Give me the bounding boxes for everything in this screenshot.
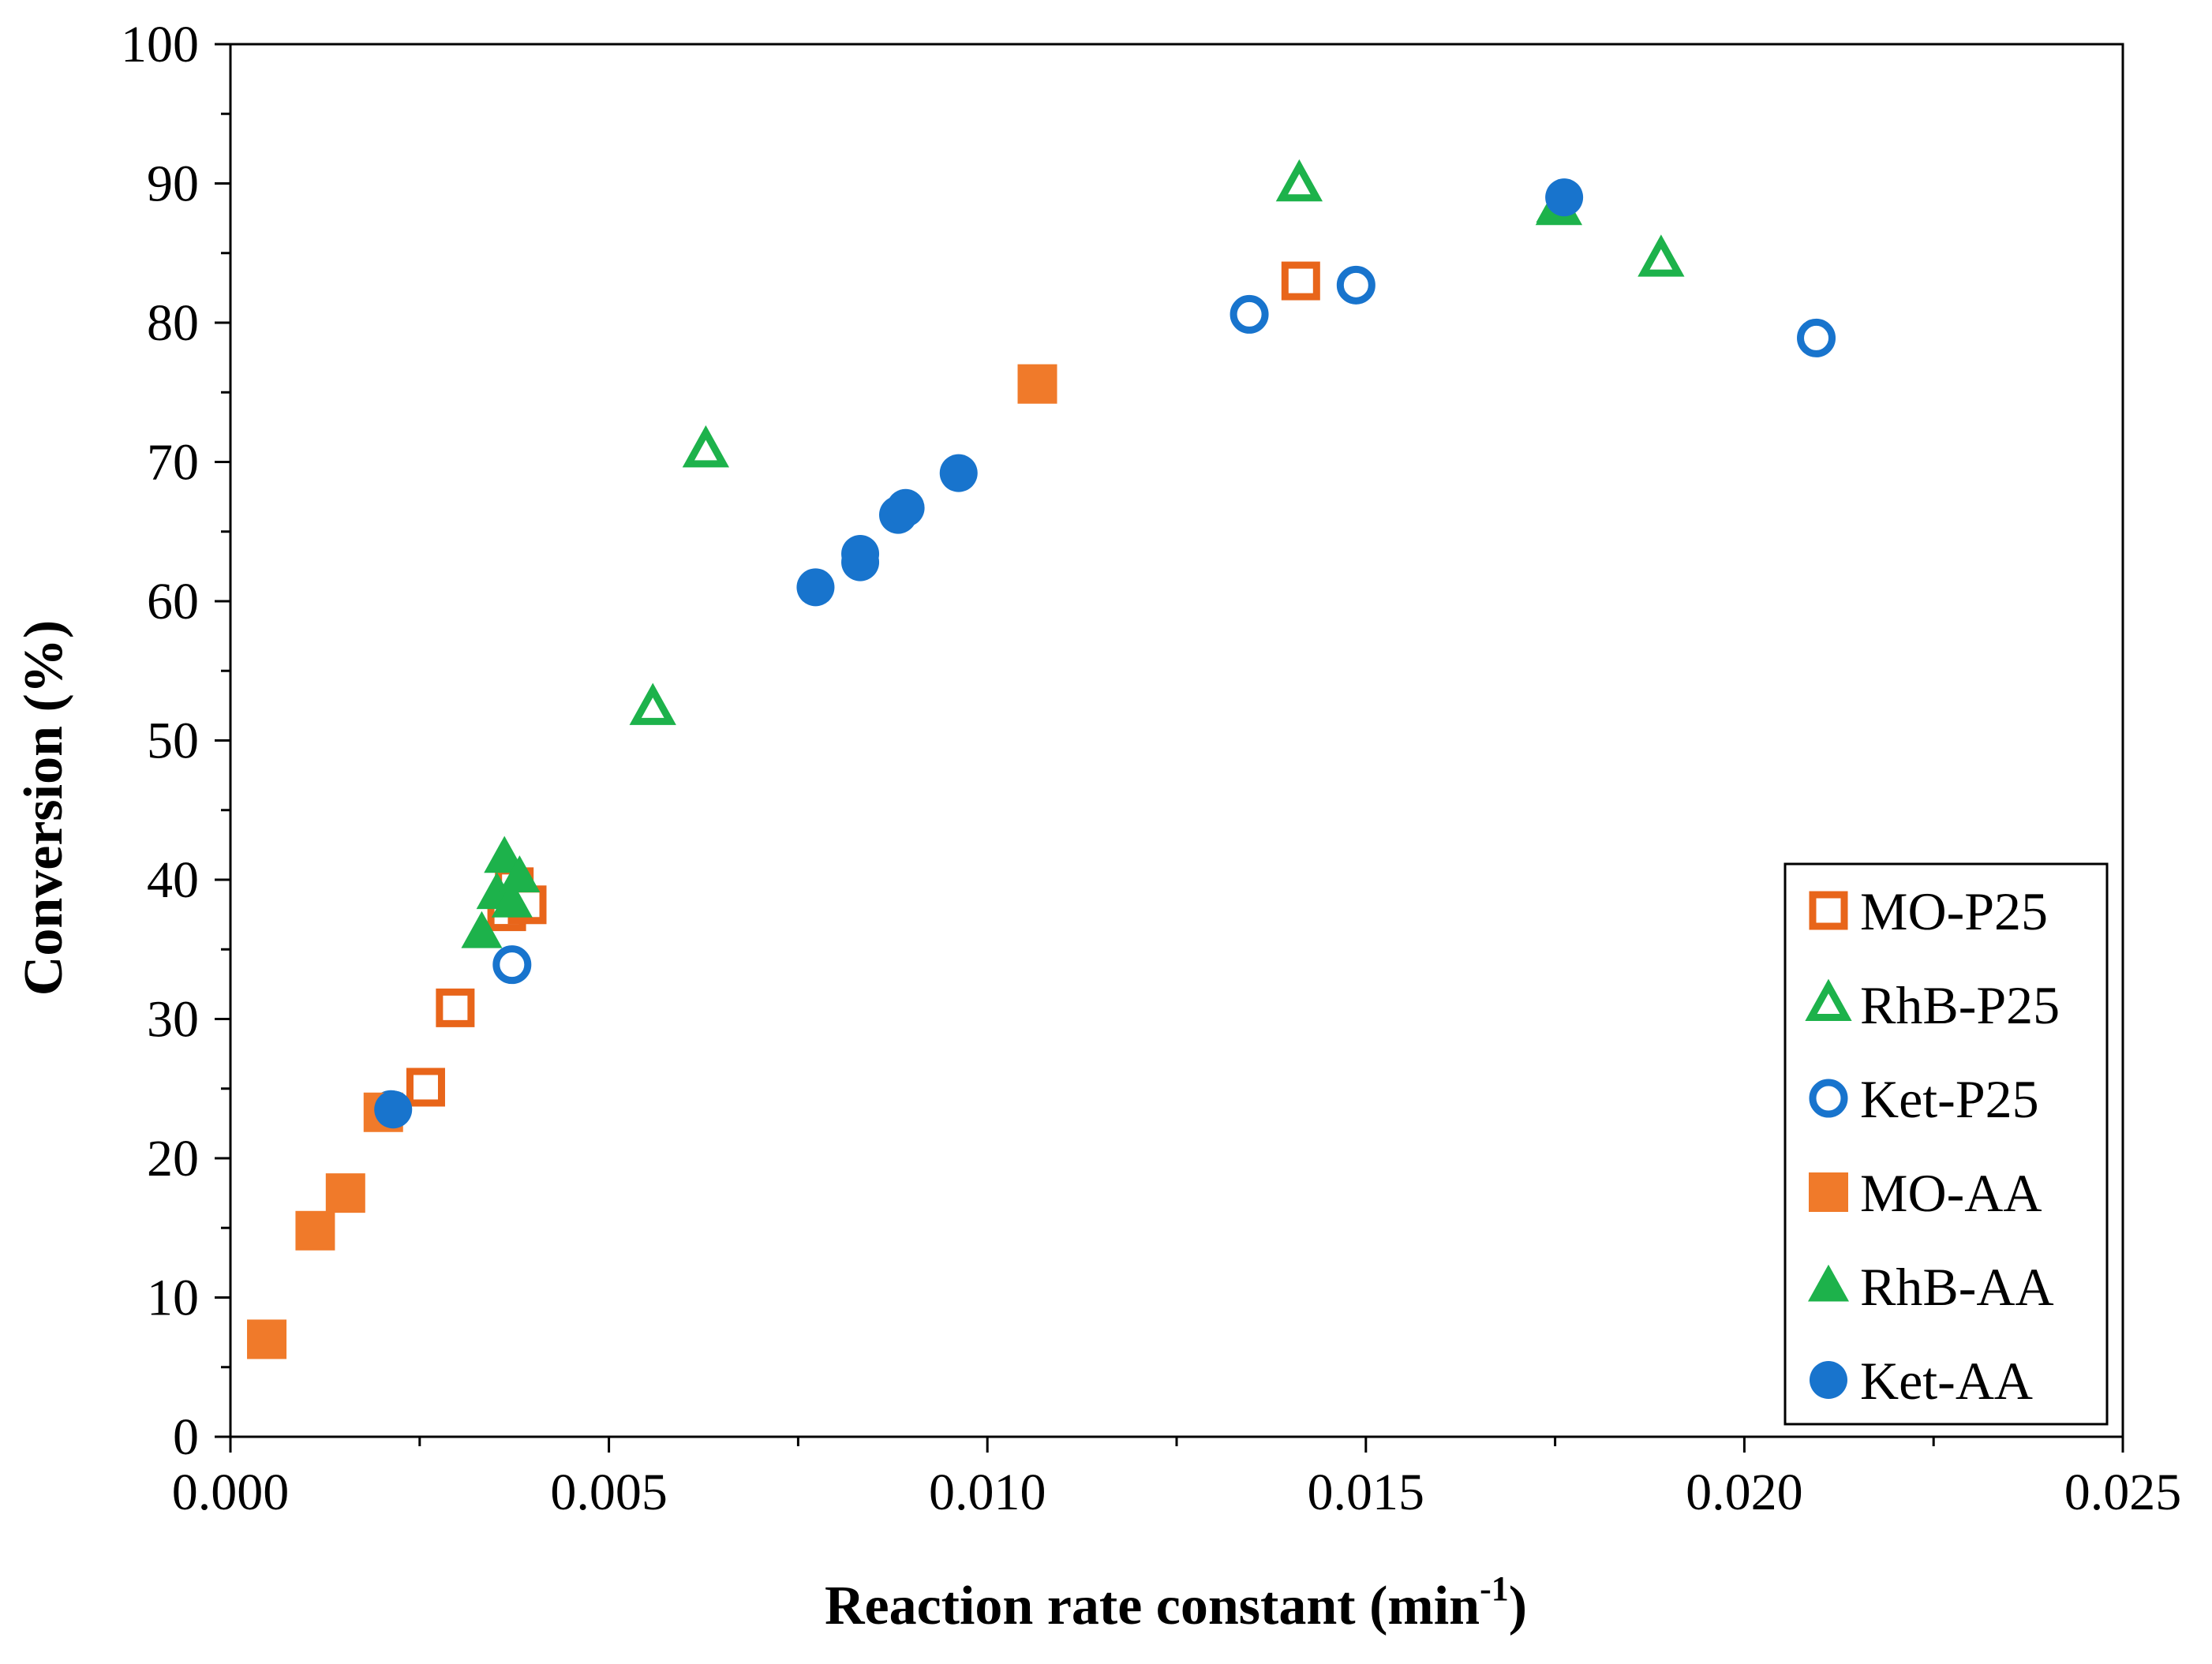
data-point-mo-aa	[325, 1173, 365, 1213]
data-point-rhb-aa	[484, 836, 526, 873]
legend-label: RhB-P25	[1860, 975, 2060, 1035]
y-axis-title: Conversion (%)	[13, 620, 74, 996]
data-point-mo-aa	[295, 1210, 335, 1251]
legend-item-rhb-p25: RhB-P25	[1805, 975, 2060, 1035]
legend-label: Ket-AA	[1860, 1351, 2033, 1411]
legend-label: MO-P25	[1860, 881, 2048, 941]
y-tick-label: 10	[147, 1270, 199, 1327]
x-tick-label: 0.005	[550, 1464, 668, 1521]
legend-marker-ket-aa	[1810, 1361, 1847, 1399]
data-point-rhb-p25	[1275, 159, 1323, 202]
legend-marker-rhb-p25	[1805, 978, 1852, 1021]
data-point-rhb-aa	[499, 855, 541, 892]
data-point-ket-aa	[1545, 178, 1584, 217]
y-tick-label: 80	[147, 294, 199, 352]
data-points	[247, 159, 1836, 1359]
y-tick-label: 70	[147, 434, 199, 492]
legend-label: MO-AA	[1860, 1163, 2042, 1223]
series-ket-aa	[374, 178, 1584, 1129]
x-axis-title: Reaction rate constant (min-1)	[825, 1569, 1527, 1636]
data-point-ket-p25	[1797, 318, 1836, 357]
legend-label: Ket-P25	[1860, 1069, 2039, 1129]
data-point-mo-p25	[406, 1068, 445, 1107]
legend-marker-rhb-aa	[1808, 1264, 1849, 1302]
legend-marker-mo-aa	[1809, 1172, 1848, 1212]
y-tick-label: 50	[147, 712, 199, 770]
legend-item-ket-aa: Ket-AA	[1810, 1351, 2033, 1411]
data-point-ket-aa	[886, 488, 925, 527]
x-tick-label: 0.025	[2064, 1464, 2182, 1521]
data-point-rhb-aa	[491, 880, 533, 918]
legend-label: RhB-AA	[1860, 1257, 2054, 1317]
data-point-mo-aa	[1017, 364, 1057, 404]
y-tick-label: 40	[147, 851, 199, 909]
y-tick-label: 30	[147, 991, 199, 1049]
x-tick-label: 0.000	[172, 1464, 290, 1521]
legend-marker-mo-p25	[1809, 891, 1848, 930]
data-point-mo-p25	[1281, 261, 1320, 301]
x-tick-label: 0.020	[1686, 1464, 1803, 1521]
data-point-ket-p25	[1336, 265, 1375, 305]
y-tick-label: 0	[173, 1408, 199, 1466]
data-point-rhb-p25	[629, 682, 676, 725]
legend-item-ket-p25: Ket-P25	[1809, 1069, 2039, 1129]
data-point-ket-aa	[796, 568, 835, 607]
data-point-rhb-aa	[461, 911, 503, 948]
data-point-ket-aa	[939, 454, 978, 492]
data-point-ket-p25	[492, 945, 532, 985]
data-point-ket-aa	[841, 534, 880, 573]
legend-item-mo-aa: MO-AA	[1809, 1163, 2042, 1223]
data-point-mo-aa	[247, 1319, 287, 1359]
y-tick-label: 20	[147, 1130, 199, 1187]
data-point-rhb-p25	[1637, 234, 1685, 277]
data-point-ket-aa	[374, 1090, 413, 1129]
legend-item-rhb-aa: RhB-AA	[1808, 1257, 2054, 1317]
legend-item-mo-p25: MO-P25	[1809, 881, 2048, 941]
y-tick-label: 60	[147, 573, 199, 630]
data-point-ket-p25	[1230, 294, 1269, 334]
y-tick-label: 100	[121, 16, 199, 73]
data-point-mo-p25	[436, 988, 475, 1027]
y-tick-label: 90	[147, 155, 199, 213]
legend-marker-ket-p25	[1809, 1079, 1848, 1118]
legend: MO-P25 RhB-P25 Ket-P25 MO-AA RhB-AA Ket-AA	[1783, 862, 2109, 1426]
data-point-rhb-p25	[682, 425, 730, 468]
x-tick-label: 0.015	[1308, 1464, 1425, 1521]
legend-box	[1783, 862, 2109, 1426]
x-tick-label: 0.010	[929, 1464, 1046, 1521]
axes: 0.000 0.005 0.010 0.015 0.020 0.025 0 10 20 30 40 5…	[121, 16, 2181, 1521]
